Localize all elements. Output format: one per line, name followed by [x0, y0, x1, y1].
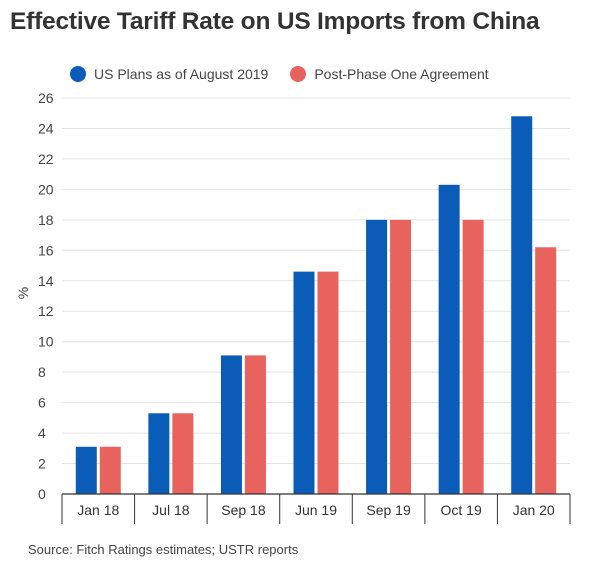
x-tick-label: Jul 18 — [152, 502, 190, 518]
y-tick-label: 0 — [38, 486, 46, 502]
x-tick-label: Jun 19 — [295, 502, 337, 518]
y-tick-label: 10 — [38, 334, 54, 350]
y-tick-label: 22 — [38, 151, 54, 167]
y-tick-label: 16 — [38, 242, 54, 258]
bar-us-plans — [148, 413, 170, 494]
legend-item-post-phase-one: Post-Phase One Agreement — [290, 66, 489, 82]
source-note: Source: Fitch Ratings estimates; USTR re… — [28, 542, 299, 557]
y-tick-label: 14 — [38, 273, 54, 289]
bar-us-plans — [220, 355, 242, 494]
bar-post-phase-one — [317, 271, 339, 494]
legend-label-post-phase-one: Post-Phase One Agreement — [314, 66, 489, 82]
bar-post-phase-one — [390, 219, 412, 494]
y-tick-label: 4 — [38, 425, 46, 441]
x-tick-label: Sep 18 — [221, 502, 266, 518]
bar-us-plans — [75, 446, 97, 494]
y-tick-label: 26 — [38, 90, 54, 106]
chart-legend: US Plans as of August 2019 Post-Phase On… — [70, 66, 511, 82]
bar-post-phase-one — [99, 446, 121, 494]
y-tick-label: 12 — [38, 303, 54, 319]
x-tick-label: Oct 19 — [441, 502, 482, 518]
legend-swatch-us-plans — [70, 66, 86, 82]
bar-post-phase-one — [244, 355, 266, 494]
y-tick-label: 2 — [38, 456, 46, 472]
bar-us-plans — [293, 271, 315, 494]
x-tick-label: Jan 18 — [77, 502, 119, 518]
y-tick-label: 6 — [38, 395, 46, 411]
y-axis-label: % — [15, 287, 31, 299]
bar-post-phase-one — [172, 413, 194, 494]
chart-title: Effective Tariff Rate on US Imports from… — [10, 8, 540, 35]
bar-post-phase-one — [535, 247, 557, 494]
legend-item-us-plans: US Plans as of August 2019 — [70, 66, 268, 82]
y-tick-label: 20 — [38, 181, 54, 197]
bar-us-plans — [511, 116, 533, 495]
y-tick-label: 8 — [38, 364, 46, 380]
legend-label-us-plans: US Plans as of August 2019 — [94, 66, 269, 82]
x-tick-label: Jan 20 — [513, 502, 555, 518]
y-tick-label: 18 — [38, 212, 54, 228]
bar-us-plans — [438, 184, 460, 495]
y-tick-label: 24 — [38, 120, 54, 136]
bar-us-plans — [366, 219, 388, 494]
legend-swatch-post-phase-one — [290, 66, 307, 82]
x-tick-label: Sep 19 — [366, 502, 411, 518]
bar-post-phase-one — [462, 219, 484, 494]
